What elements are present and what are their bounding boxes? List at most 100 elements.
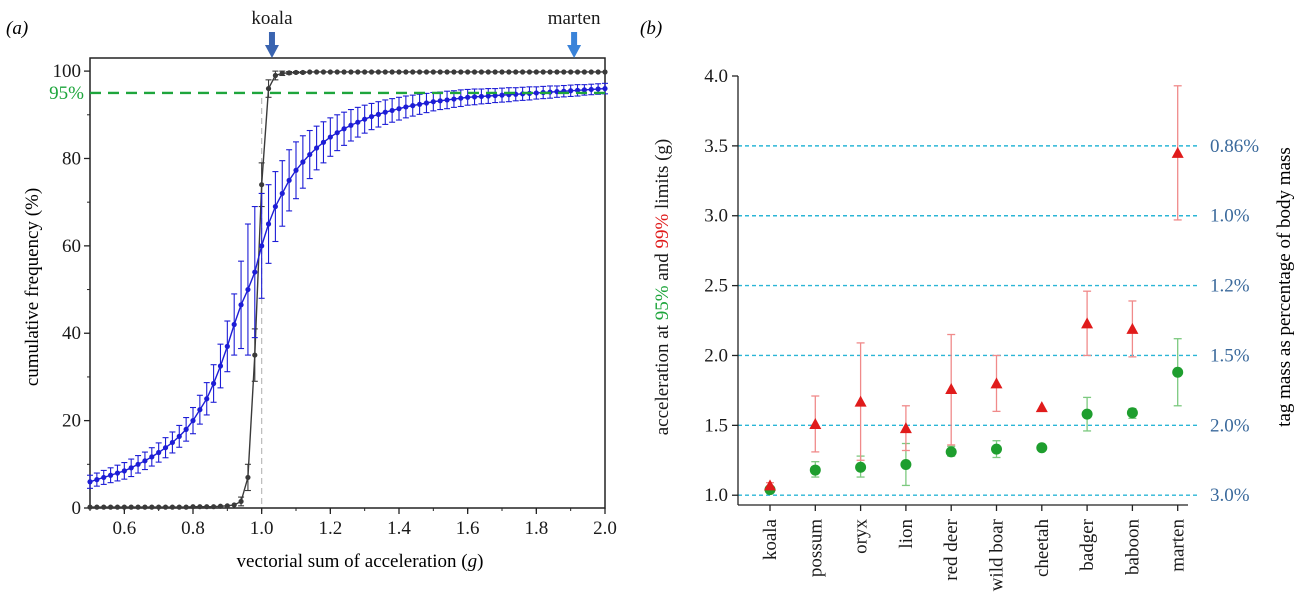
data-point [595,69,601,75]
data-point [417,69,423,75]
data-point [547,69,553,75]
data-point [238,498,244,505]
data-point [108,504,114,510]
data-point [540,69,546,75]
category-label-oryx: oryx [851,519,872,554]
data-point [485,69,491,75]
data-point [410,103,416,109]
data-point [265,85,272,92]
data-point [204,396,210,402]
panel-b: (b) 0.86% 1.0% 1.2% 1.5% 2.0% 3.0% 1.0 1.5 2.0 2.… [640,18,1295,591]
data-point [149,504,155,510]
data-point-95 [1172,366,1184,378]
data-point [327,69,333,75]
y-tick-label: 2.0 [704,345,728,366]
data-point [169,439,175,446]
data-point [602,85,608,92]
data-point [217,503,224,509]
data-point [307,69,313,75]
data-point [176,433,182,439]
data-point [423,69,430,75]
data-point [355,119,361,125]
data-point [581,87,588,93]
data-point [300,69,306,76]
secondary-tick-label: 1.5% [1210,345,1250,366]
data-point [561,69,567,75]
x-tick-label: 1.2 [318,518,342,539]
y-axis-title-part: and [652,249,673,286]
data-point-99 [899,422,912,434]
data-point [471,94,478,100]
x-tick-label: 1.0 [250,518,274,539]
data-point [458,69,464,75]
data-point [121,504,127,510]
data-point [334,69,340,75]
data-point [121,468,127,474]
data-point [554,69,560,75]
category-label-cheetah: cheetah [1032,519,1053,578]
annotation-arrow-head [264,45,279,58]
data-point [362,69,368,75]
data-point [478,69,484,75]
panel-a-label: (a) [6,18,28,39]
data-point [300,159,306,165]
category-label-baboon: baboon [1122,519,1143,575]
data-point [176,504,182,510]
data-point [162,504,169,510]
data-point [183,426,189,432]
data-point [128,465,134,471]
data-point-95 [1126,407,1138,419]
data-point [355,69,361,75]
data-point [286,177,292,183]
data-point-99 [1081,317,1094,329]
secondary-tick-label: 1.0% [1210,206,1250,227]
data-point [114,470,121,476]
data-point [252,269,258,275]
data-point [430,69,436,75]
category-label-koala: koala [760,518,781,560]
annotation-arrow-head [567,45,582,58]
data-point [526,69,533,75]
y-axis-title-part: limits (g) [652,139,673,214]
data-point [224,343,230,349]
x-tick-label: 0.6 [112,518,136,539]
data-point-99 [809,417,822,429]
data-point [437,98,443,104]
y-tick-label: 1.0 [704,485,728,506]
x-tick-label: 1.6 [456,518,480,539]
data-point [437,69,443,75]
data-point-95 [945,446,957,458]
data-point-95 [1081,408,1093,420]
data-point [142,458,148,464]
data-point [217,363,224,369]
panel-b-plot-area: 0.86% 1.0% 1.2% 1.5% 2.0% 3.0% 1.0 1.5 2.0 2.5 3.0… [704,66,1259,591]
data-point [279,190,285,197]
category-label-lion: lion [896,519,917,549]
data-point [410,69,416,75]
data-point [279,70,285,76]
data-point [211,380,217,387]
data-point [444,69,450,75]
data-point [314,69,320,75]
y-tick-label: 3.0 [704,206,728,227]
data-point [465,69,471,75]
data-point [245,474,251,481]
data-point [114,504,121,510]
y-tick-label: 80 [62,148,81,169]
y-tick-label: 1.5 [704,415,728,436]
data-point [204,504,210,510]
data-point [197,504,203,510]
category-label-red-deer: red deer [941,518,962,580]
x-tick-label: 1.4 [387,518,411,539]
category-label-marten: marten [1168,519,1189,572]
data-point [334,130,340,136]
data-point [588,86,594,93]
y-tick-label: 60 [62,236,81,257]
data-point [574,69,581,75]
data-point [417,101,423,107]
data-point [375,111,381,117]
data-point-95 [855,461,867,473]
data-point [492,92,498,99]
